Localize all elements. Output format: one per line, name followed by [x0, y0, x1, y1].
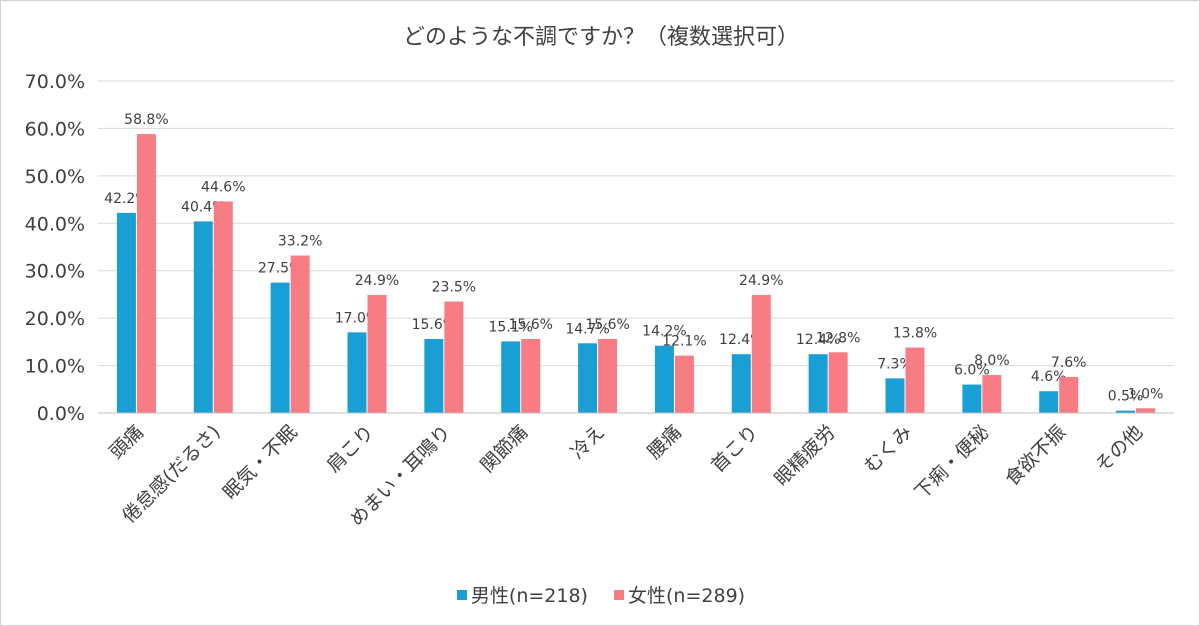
bar-female	[674, 355, 694, 413]
bar-male	[270, 282, 290, 413]
legend-item-female: 女性(n=289)	[614, 581, 745, 608]
data-label-male: 4.6%	[1031, 369, 1067, 385]
chart-title: どのような不調ですか？（複数選択可）	[402, 25, 799, 50]
legend-swatch-female	[614, 589, 625, 600]
bar-female	[1059, 376, 1079, 413]
bar-male	[116, 212, 136, 413]
bar-male	[424, 339, 444, 413]
data-label-male: 6.0%	[954, 363, 990, 379]
legend-label-female: 女性(n=289)	[628, 585, 746, 607]
data-label-male: 15.1%	[488, 319, 532, 335]
x-category-label: 首こり	[707, 421, 763, 477]
data-label-female: 23.5%	[432, 280, 476, 296]
bar-male	[347, 332, 367, 413]
bar-female	[444, 301, 464, 413]
x-category-label: 頭痛	[106, 421, 148, 463]
bar-female	[905, 347, 925, 413]
data-label-female: 8.0%	[974, 353, 1010, 369]
data-label-female: 7.6%	[1051, 355, 1087, 371]
bar-female	[598, 339, 618, 413]
data-label-female: 33.2%	[278, 234, 322, 250]
y-tick-label: 50.0%	[25, 166, 85, 188]
y-tick-label: 10.0%	[25, 356, 85, 378]
data-label-female: 24.9%	[355, 273, 399, 289]
x-category-label: 眠気・不眠	[219, 421, 302, 504]
data-label-female: 15.6%	[585, 317, 629, 333]
x-category-label: 下痢・便秘	[911, 421, 994, 504]
bar-female	[136, 134, 156, 413]
bar-female	[290, 255, 310, 413]
bar-female	[521, 339, 541, 413]
x-category-label: 眼精疲労	[770, 421, 839, 490]
y-tick-label: 0.0%	[37, 403, 85, 425]
x-category-label: 肩こり	[323, 421, 379, 477]
bar-female	[828, 352, 848, 413]
y-tick-label: 40.0%	[25, 213, 85, 235]
bar-male	[501, 341, 521, 413]
bar-female	[213, 201, 233, 413]
data-label-male: 7.3%	[877, 356, 913, 372]
y-tick-label: 30.0%	[25, 261, 85, 283]
data-label-female: 15.6%	[508, 317, 552, 333]
data-label-male: 12.4%	[796, 332, 840, 348]
data-label-male: 0.5%	[1108, 389, 1144, 405]
x-category-label: 食欲不振	[1001, 421, 1070, 490]
legend: 男性(n=218) 女性(n=289)	[1, 581, 1200, 608]
x-category-label: 冷え	[567, 421, 609, 463]
bar-female	[367, 294, 387, 413]
data-label-female: 12.1%	[662, 334, 706, 350]
data-label-female: 12.8%	[816, 330, 860, 346]
data-label-female: 24.9%	[739, 273, 783, 289]
bar-male	[808, 354, 828, 413]
y-tick-label: 70.0%	[25, 71, 85, 93]
y-tick-label: 20.0%	[25, 308, 85, 330]
data-label-male: 14.2%	[642, 324, 686, 340]
data-label-female: 13.8%	[893, 326, 937, 342]
bar-male	[193, 221, 213, 413]
legend-swatch-male	[456, 589, 467, 600]
legend-item-male: 男性(n=218)	[456, 581, 588, 608]
x-category-label: 関節痛	[476, 421, 532, 477]
bar-male	[1039, 391, 1059, 413]
x-category-label: その他	[1091, 421, 1147, 477]
data-label-female: 58.8%	[124, 112, 168, 128]
bar-female	[751, 294, 771, 413]
bar-female	[1136, 408, 1156, 413]
legend-label-male: 男性(n=218)	[470, 585, 588, 607]
bar-male	[1116, 410, 1136, 413]
data-label-female: 44.6%	[201, 179, 245, 195]
bar-male	[731, 354, 751, 413]
bar-male	[578, 343, 598, 413]
bar-female	[982, 375, 1002, 413]
bar-male	[885, 378, 905, 413]
bar-male	[654, 345, 674, 413]
x-category-label: 腰痛	[644, 421, 686, 463]
bar-male	[962, 384, 982, 413]
data-label-male: 14.7%	[565, 321, 609, 337]
data-label-female: 1.0%	[1128, 386, 1164, 402]
y-tick-label: 60.0%	[25, 118, 85, 140]
x-category-label: むくみ	[860, 421, 916, 477]
